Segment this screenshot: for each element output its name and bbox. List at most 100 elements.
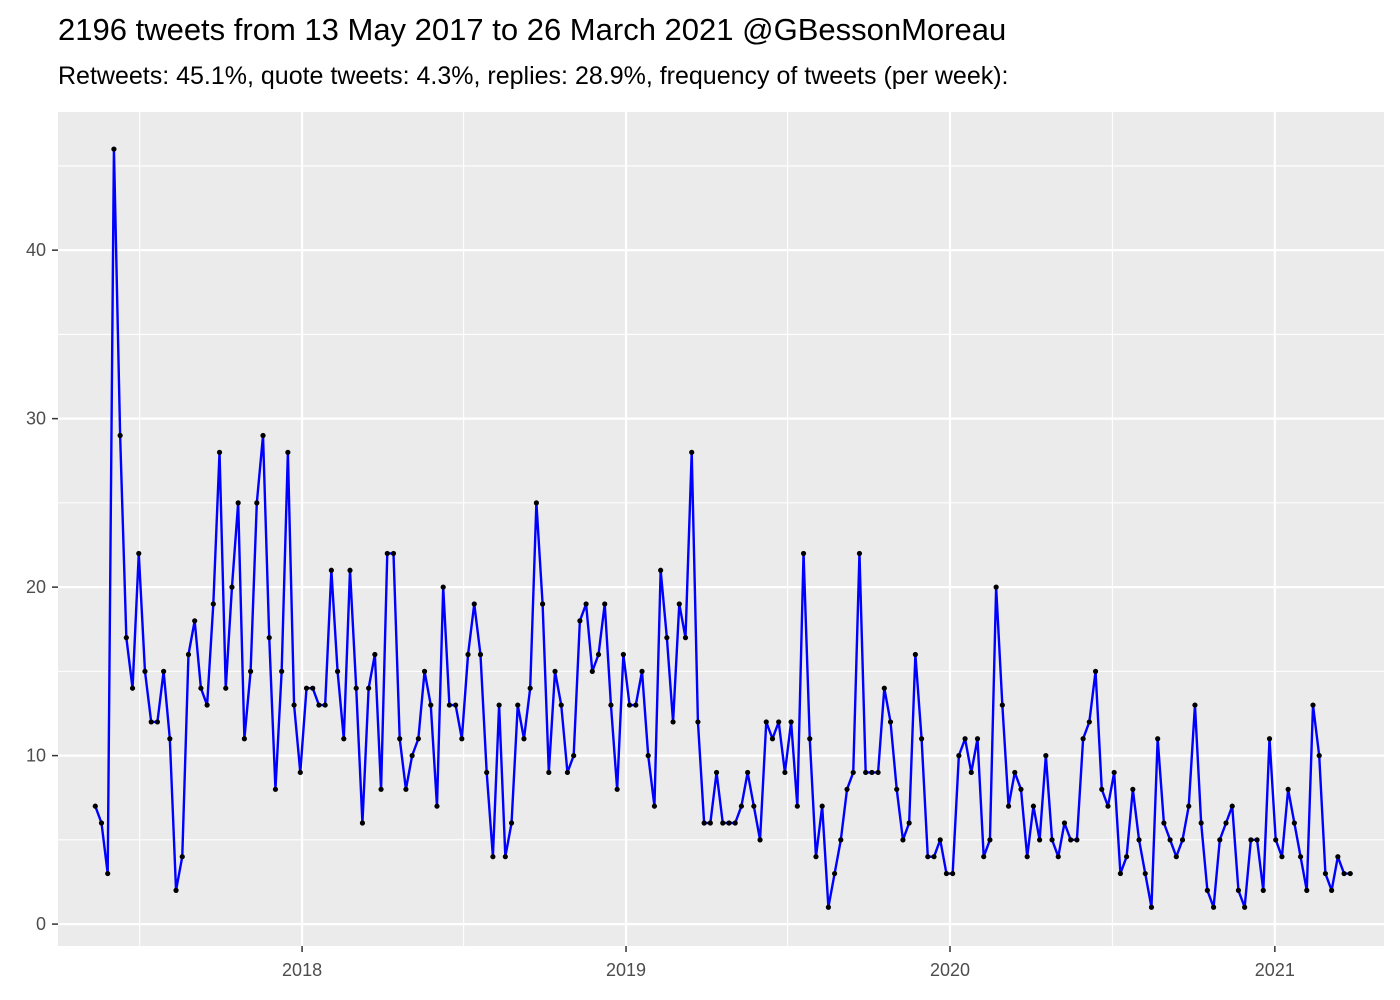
data-point: [1005, 803, 1012, 809]
data-point: [204, 702, 210, 708]
data-point: [167, 736, 173, 742]
data-point: [1086, 719, 1092, 725]
data-point: [1179, 837, 1186, 843]
data-point: [732, 820, 738, 826]
data-point: [428, 702, 434, 708]
data-point: [887, 719, 894, 725]
data-point: [875, 769, 881, 776]
data-point: [769, 736, 776, 742]
data-point: [403, 786, 409, 792]
data-point: [328, 567, 334, 573]
data-point: [1198, 820, 1204, 826]
data-point: [440, 584, 446, 590]
series-layer: [92, 146, 1353, 910]
data-point: [707, 820, 713, 826]
data-point: [713, 769, 720, 776]
data-point: [546, 769, 552, 776]
data-point: [1068, 837, 1074, 843]
data-point: [738, 803, 745, 809]
data-point: [1030, 803, 1037, 809]
data-point: [912, 651, 918, 658]
data-point: [589, 668, 595, 674]
data-point: [776, 719, 782, 725]
data-point: [490, 854, 496, 860]
data-point: [918, 736, 925, 742]
data-point: [670, 719, 676, 725]
data-point: [185, 651, 192, 658]
data-point: [1037, 837, 1043, 843]
data-point: [266, 635, 272, 641]
data-point: [602, 601, 608, 607]
data-point: [962, 736, 968, 742]
data-point: [676, 601, 682, 607]
data-point: [558, 702, 564, 708]
data-point: [633, 702, 639, 708]
data-point: [1310, 702, 1316, 708]
data-point: [1130, 786, 1136, 792]
data-point: [1080, 736, 1086, 742]
data-point: [477, 651, 484, 658]
data-point: [925, 854, 931, 860]
data-point: [639, 668, 645, 674]
data-point: [192, 618, 198, 624]
data-point: [807, 736, 813, 742]
data-point: [390, 550, 397, 557]
data-point: [813, 854, 819, 860]
data-point: [993, 584, 999, 590]
data-point: [1117, 870, 1123, 877]
data-point: [894, 786, 900, 792]
data-point: [1347, 870, 1353, 877]
data-point: [564, 769, 571, 776]
data-point: [173, 887, 179, 894]
data-point: [1316, 753, 1322, 759]
data-point: [1092, 668, 1099, 674]
data-point: [527, 685, 533, 691]
data-point: [751, 803, 757, 809]
data-point: [1186, 803, 1192, 809]
data-point: [1061, 820, 1068, 826]
data-point: [117, 432, 123, 439]
data-point: [1049, 837, 1055, 843]
data-point: [421, 668, 428, 674]
y-tick-label: 0: [36, 914, 46, 934]
data-point: [1217, 837, 1223, 843]
data-point: [794, 803, 800, 809]
data-point: [1173, 854, 1179, 860]
data-point: [471, 601, 477, 607]
data-point: [1148, 904, 1155, 910]
data-point: [968, 769, 974, 776]
data-point: [1335, 854, 1341, 860]
data-point: [1018, 786, 1024, 792]
data-point: [334, 668, 341, 674]
data-point: [347, 567, 353, 573]
data-point: [720, 820, 726, 826]
data-point: [111, 146, 117, 152]
data-point: [129, 685, 136, 691]
data-point: [987, 837, 993, 843]
y-axis: 0 10 20 30 40: [26, 240, 58, 934]
data-point: [881, 685, 887, 691]
data-point: [626, 702, 633, 708]
data-point: [937, 837, 943, 843]
data-point: [359, 820, 366, 826]
data-point: [154, 719, 161, 725]
data-point: [825, 904, 831, 910]
data-point: [1322, 870, 1329, 877]
data-point: [303, 685, 310, 691]
x-tick-label: 2019: [606, 960, 646, 980]
data-point: [260, 432, 266, 439]
data-point: [98, 820, 105, 826]
data-point: [285, 449, 291, 455]
data-point: [950, 870, 956, 877]
x-tick-label: 2021: [1255, 960, 1295, 980]
data-point: [453, 702, 459, 708]
x-tick-label: 2020: [930, 960, 970, 980]
data-point: [515, 702, 521, 708]
data-point: [366, 685, 372, 691]
data-point: [1055, 854, 1061, 860]
data-point: [900, 837, 906, 843]
data-point: [223, 685, 229, 691]
y-tick-label: 20: [26, 577, 46, 597]
data-point: [1012, 769, 1018, 776]
